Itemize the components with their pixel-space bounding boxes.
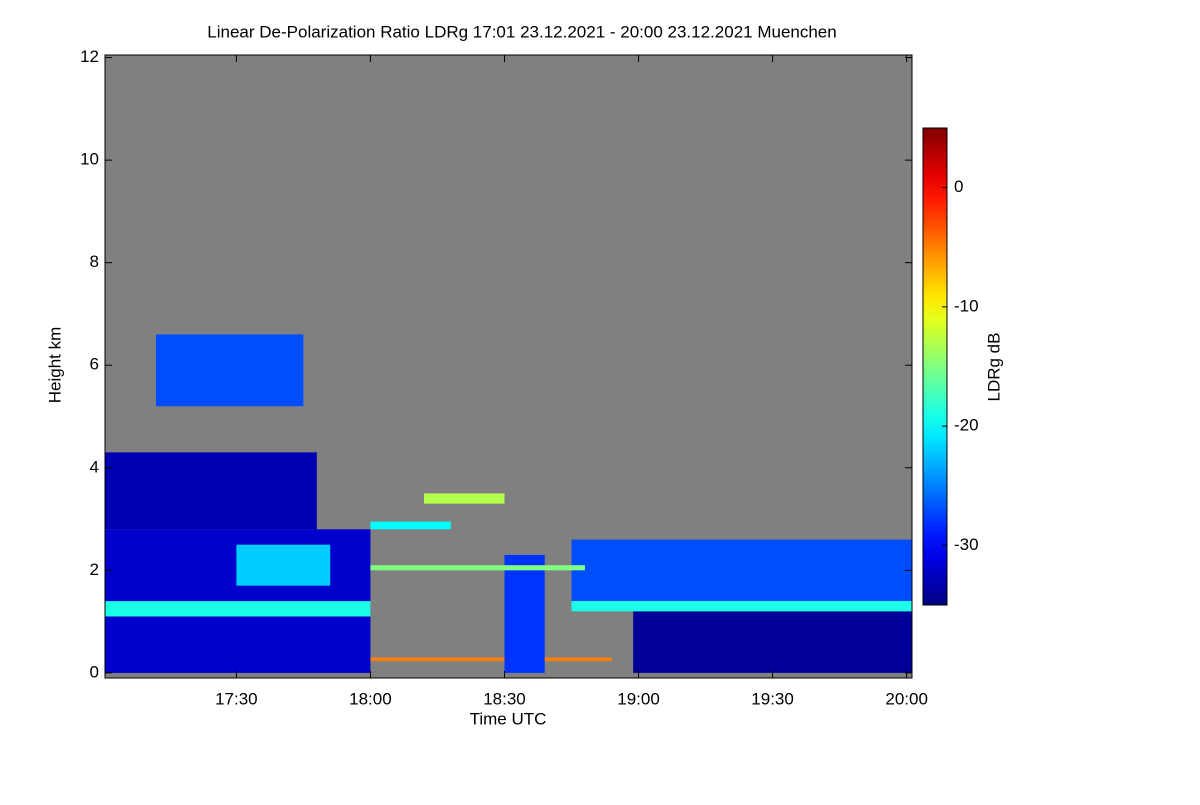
x-tick-label: 18:00 bbox=[349, 689, 392, 708]
y-tick-label: 8 bbox=[90, 252, 99, 271]
colorbar bbox=[922, 127, 948, 606]
x-tick-label: 19:30 bbox=[751, 689, 794, 708]
heatmap-cell bbox=[504, 554, 545, 673]
heatmap-cell bbox=[370, 521, 451, 530]
heatmap-cell bbox=[105, 601, 371, 617]
heatmap-cell bbox=[424, 493, 505, 504]
y-tick-label: 10 bbox=[80, 150, 99, 169]
heatmap-cell bbox=[633, 611, 912, 673]
heatmap-cell bbox=[571, 601, 912, 612]
colorbar-tick-label: -20 bbox=[954, 416, 979, 435]
colorbar-tick-label: 0 bbox=[954, 177, 963, 196]
plot-frame bbox=[104, 54, 913, 679]
heatmap-cell bbox=[155, 334, 304, 407]
x-tick-label: 17:30 bbox=[215, 689, 258, 708]
y-tick-label: 4 bbox=[90, 457, 99, 476]
heatmap-cell bbox=[236, 544, 331, 586]
y-tick-label: 12 bbox=[80, 47, 99, 66]
heatmap-cell bbox=[370, 565, 585, 571]
x-tick-label: 19:00 bbox=[617, 689, 660, 708]
heatmap-cell bbox=[105, 452, 317, 530]
heatmap-cell bbox=[571, 539, 912, 602]
colorbar-label: LDRg dB bbox=[984, 333, 1003, 402]
y-tick-label: 6 bbox=[90, 355, 99, 374]
y-axis-label: Height km bbox=[45, 327, 64, 404]
colorbar-tick-label: -30 bbox=[954, 535, 979, 554]
chart-title: Linear De-Polarization Ratio LDRg 17:01 … bbox=[207, 22, 836, 41]
x-tick-label: 18:30 bbox=[483, 689, 526, 708]
heatmap-cell bbox=[370, 657, 612, 662]
y-tick-label: 0 bbox=[90, 662, 99, 681]
colorbar-tick-label: -10 bbox=[954, 296, 979, 315]
x-axis-label: Time UTC bbox=[470, 709, 547, 728]
x-tick-label: 20:00 bbox=[885, 689, 928, 708]
y-tick-label: 2 bbox=[90, 560, 99, 579]
